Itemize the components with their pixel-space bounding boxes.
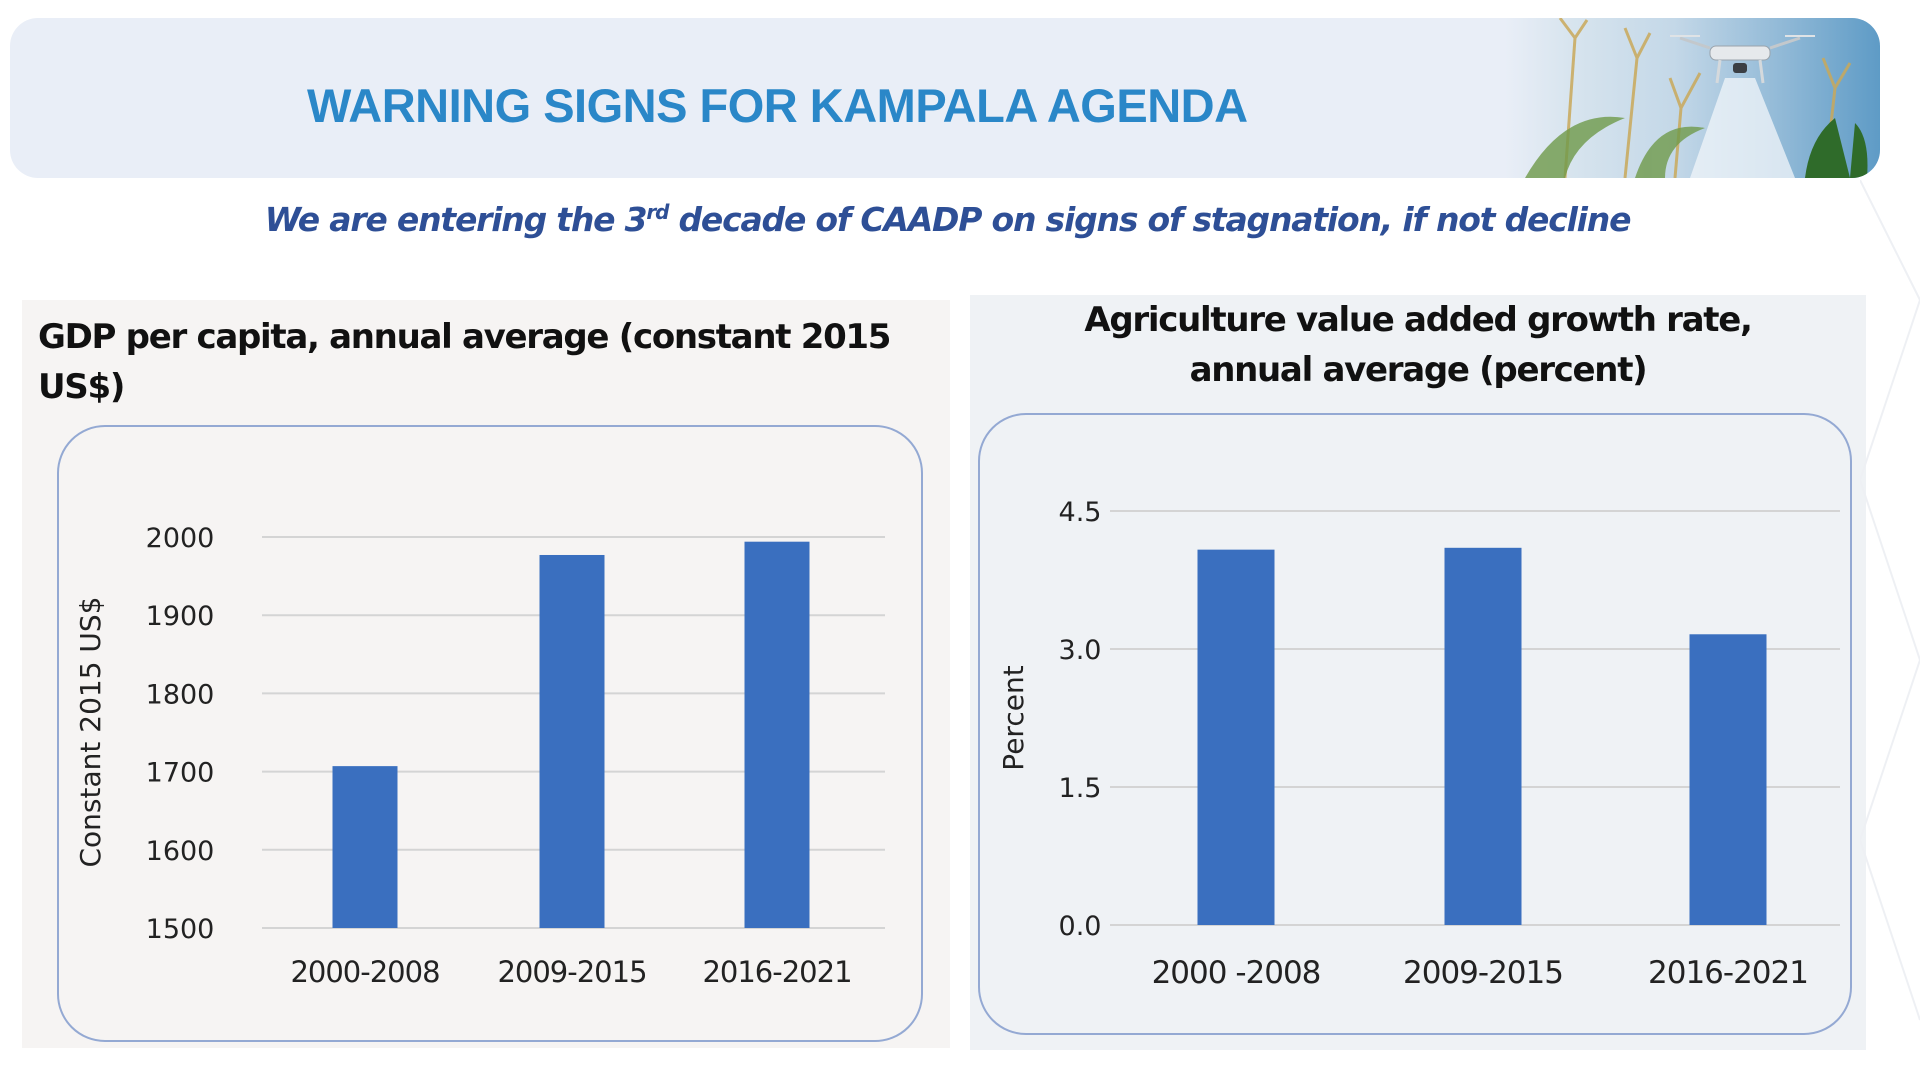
agri-y-axis-label: Percent	[997, 665, 1030, 770]
agri-bar-1	[1197, 549, 1275, 925]
gdp-xtick-label: 2016-2021	[702, 955, 851, 989]
gdp-bar-1	[332, 766, 398, 928]
agri-chart-title: Agriculture value added growth rate, ann…	[970, 295, 1866, 395]
agri-xtick-label: 2000 -2008	[1152, 955, 1321, 991]
gdp-xtick-label: 2000-2008	[290, 955, 439, 989]
header-banner: WARNING SIGNS FOR KAMPALA AGENDA	[10, 18, 1880, 178]
gdp-ytick-label: 1600	[146, 836, 215, 867]
gdp-xtick-label: 2009-2015	[497, 955, 646, 989]
subtitle-superscript: rd	[646, 200, 669, 224]
gdp-ytick-label: 1800	[146, 679, 215, 710]
gdp-chart-title: GDP per capita, annual average (constant…	[38, 317, 891, 407]
gdp-bar-2	[539, 554, 605, 928]
agri-ytick-label: 0.0	[1059, 911, 1102, 942]
agri-xtick-label: 2009-2015	[1403, 955, 1563, 991]
gdp-ytick-label: 1500	[146, 914, 215, 945]
gdp-y-axis-label: Constant 2015 US$	[74, 596, 107, 867]
agri-chart-title-line1: Agriculture value added growth rate,	[1084, 300, 1753, 340]
subtitle-text-start: We are entering the 3	[264, 200, 648, 239]
gdp-ytick-label: 1900	[146, 601, 215, 632]
drone-field-image	[1505, 18, 1880, 178]
decorative-lines	[1860, 180, 1920, 1021]
agri-bar-2	[1444, 547, 1522, 925]
agri-ytick-label: 3.0	[1059, 635, 1102, 666]
gdp-ytick-label: 1700	[146, 758, 215, 789]
slide-title: WARNING SIGNS FOR KAMPALA AGENDA	[307, 79, 1248, 132]
agri-chart-title-line2: annual average (percent)	[1189, 350, 1648, 390]
agri-ytick-label: 1.5	[1059, 773, 1102, 804]
agri-chart-frame	[978, 413, 1852, 1035]
slide-subtitle: We are entering the 3rd decade of CAADP …	[0, 200, 1920, 239]
agri-xtick-label: 2016-2021	[1648, 955, 1808, 991]
gdp-chart-frame	[57, 425, 923, 1042]
gdp-bar-3	[744, 541, 810, 928]
drone-icon	[1670, 35, 1815, 84]
agri-bar-3	[1689, 634, 1767, 925]
gdp-ytick-label: 2000	[146, 523, 215, 554]
subtitle-text-end: decade of CAADP on signs of stagnation, …	[668, 200, 1631, 239]
agri-ytick-label: 4.5	[1059, 497, 1102, 528]
